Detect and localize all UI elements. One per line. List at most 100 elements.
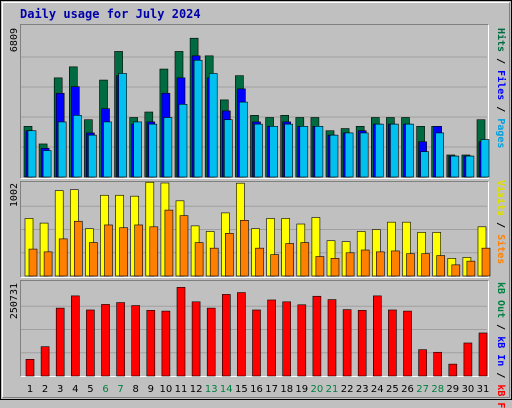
bar-sites — [225, 233, 234, 277]
bar-kbin — [282, 301, 292, 377]
x-tick-label: 12 — [190, 384, 203, 395]
bar-sites — [134, 224, 143, 277]
bar-sites — [345, 252, 355, 277]
bar-kbin — [25, 359, 35, 377]
bar-kbin — [176, 287, 186, 377]
bar-sites — [285, 243, 295, 277]
bar-sites — [406, 253, 415, 277]
x-tick-label: 31 — [477, 384, 490, 395]
x-tick-label: 15 — [235, 384, 248, 395]
bar-kbin — [237, 292, 246, 377]
bar-kbin — [146, 310, 156, 377]
chart-title: Daily usage for July 2024 — [20, 7, 201, 21]
bar-sites — [58, 238, 68, 277]
bar-pages — [148, 123, 158, 178]
bar-kbin — [403, 310, 412, 377]
bar-pages — [450, 155, 460, 178]
legend-visits-label: Visits — [495, 180, 506, 217]
x-tick-label: 20 — [311, 384, 324, 395]
bar-pages — [465, 155, 475, 178]
bar-kbin — [312, 295, 322, 377]
x-tick-label: 26 — [401, 384, 414, 395]
x-tick-label: 4 — [72, 384, 78, 395]
x-tick-label: 2 — [42, 384, 48, 395]
x-tick-label: 3 — [57, 384, 63, 395]
bar-kbin — [327, 299, 337, 377]
bar-kbin — [131, 305, 140, 377]
bar-pages — [239, 101, 248, 178]
bar-kbin — [297, 304, 307, 377]
bar-kbin — [342, 309, 352, 377]
legend-hits: Hits / Files / Pages — [495, 28, 506, 178]
bar-pages — [208, 73, 218, 178]
x-tick-label: 27 — [416, 384, 429, 395]
bar-kbin — [86, 309, 95, 377]
x-tick-label: 21 — [326, 384, 339, 395]
x-tick-label: 1 — [27, 384, 33, 395]
bar-pages — [299, 126, 309, 178]
x-tick-label: 9 — [148, 384, 154, 395]
bar-pages — [73, 115, 82, 178]
legend-kbf-label: kB F — [495, 384, 506, 408]
bar-pages — [435, 132, 445, 178]
bar-pages — [329, 134, 339, 178]
bar-kbin — [433, 351, 443, 377]
x-tick-label: 5 — [87, 384, 93, 395]
bar-kbin — [357, 310, 367, 377]
x-tick-label: 28 — [431, 384, 444, 395]
bar-pages — [178, 104, 188, 178]
x-tick-label: 22 — [341, 384, 354, 395]
bar-sites — [28, 248, 38, 277]
bar-pages — [42, 150, 52, 178]
bar-sites — [330, 258, 340, 277]
bar-pages — [269, 126, 278, 178]
x-tick-label: 30 — [462, 384, 475, 395]
x-tick-label: 13 — [205, 384, 218, 395]
bar-pages — [405, 123, 414, 178]
bar-pages — [193, 59, 203, 178]
x-tick-label: 29 — [446, 384, 459, 395]
bar-kbin — [267, 299, 276, 377]
x-tick-label: 23 — [356, 384, 369, 395]
bar-pages — [390, 123, 399, 178]
bar-kbin — [222, 294, 231, 377]
bar-pages — [480, 139, 490, 178]
bar-sites — [375, 251, 385, 277]
bar-sites — [209, 247, 219, 277]
legend-hits-sep2: / — [495, 100, 506, 119]
legend-kbin-label: kB In — [495, 336, 506, 367]
bar-sites — [89, 242, 98, 277]
bar-sites — [481, 247, 491, 277]
x-tick-label: 19 — [295, 384, 308, 395]
legend-hits-label: Hits — [495, 28, 506, 53]
bar-kbin — [252, 309, 261, 377]
bar-sites — [74, 220, 83, 277]
bar-kbin — [101, 304, 110, 377]
bar-pages — [359, 132, 369, 178]
x-tick-label: 16 — [250, 384, 263, 395]
bar-sites — [315, 256, 325, 277]
legend-sites-label: Sites — [495, 234, 506, 265]
bar-pages — [163, 117, 173, 178]
bar-sites — [194, 242, 204, 277]
bar-sites — [421, 253, 430, 277]
bar-pages — [103, 121, 112, 178]
x-tick-label: 18 — [280, 384, 293, 395]
bar-pages — [254, 123, 263, 178]
bar-kbin — [388, 309, 397, 377]
x-tick-label: 25 — [386, 384, 399, 395]
bar-kbin — [55, 307, 65, 377]
bar-kbin — [418, 349, 427, 377]
bar-pages — [88, 134, 97, 178]
bar-kbin — [478, 332, 488, 377]
legend-kbout-label: kB Out — [495, 282, 506, 319]
bar-sites — [179, 215, 189, 277]
x-tick-label: 8 — [133, 384, 139, 395]
bar-pages — [57, 121, 67, 178]
chart-frame-bevel — [2, 2, 510, 398]
legend-kbytes-sep1: / — [495, 318, 506, 337]
legend-hits-sep1: / — [495, 52, 506, 71]
legend-kbytes-sep2: / — [495, 366, 506, 385]
bar-kbin — [71, 295, 80, 377]
